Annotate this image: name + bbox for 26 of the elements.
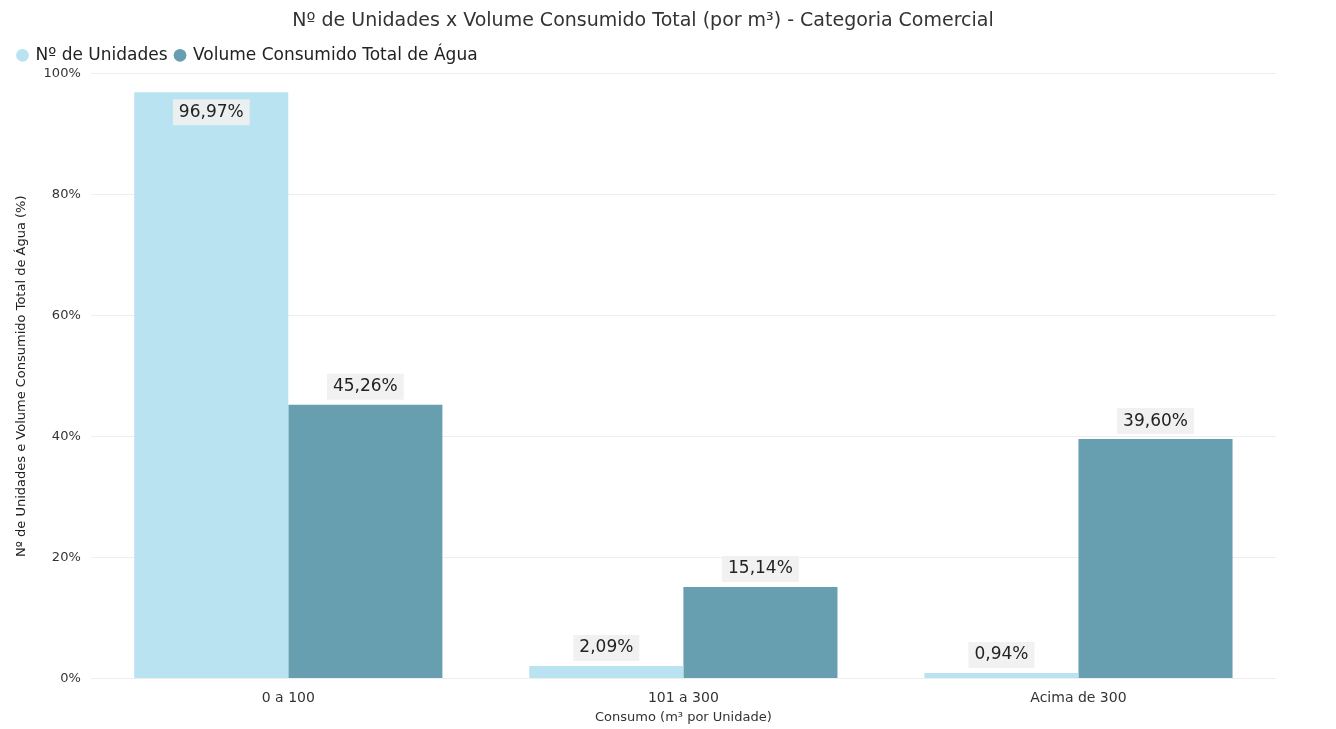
legend-label: Nº de Unidades xyxy=(35,43,168,64)
y-tick-label: 60% xyxy=(51,307,81,323)
bar xyxy=(288,404,443,679)
data-label: 39,60% xyxy=(1123,409,1188,430)
x-tick-label: Acima de 300 xyxy=(1030,688,1127,705)
data-label: 96,97% xyxy=(178,100,244,121)
y-tick-label: 100% xyxy=(43,65,81,81)
data-label: 2,09% xyxy=(579,636,634,657)
y-tick-label: 80% xyxy=(51,186,81,202)
bar xyxy=(134,92,289,679)
bar xyxy=(924,672,1079,679)
y-axis-title: Nº de Unidades e Volume Consumido Total de Água (%) xyxy=(13,195,29,557)
chart-title: Nº de Unidades x Volume Consumido Total (por m³) - Categoria Comercial xyxy=(292,8,994,31)
data-label: 15,14% xyxy=(728,557,793,578)
bar xyxy=(1078,439,1233,679)
data-label: 45,26% xyxy=(332,375,398,396)
x-tick-label: 101 a 300 xyxy=(647,688,719,705)
y-tick-label: 0% xyxy=(60,669,81,685)
y-tick-label: 20% xyxy=(51,549,81,565)
bar xyxy=(529,665,684,679)
data-label: 0,94% xyxy=(974,643,1029,664)
x-axis-title: Consumo (m³ por Unidade) xyxy=(595,708,772,724)
bar xyxy=(683,587,838,679)
x-tick-label: 0 a 100 xyxy=(261,688,315,705)
y-tick-label: 40% xyxy=(51,428,81,444)
legend-label: Volume Consumido Total de Água xyxy=(193,42,478,64)
